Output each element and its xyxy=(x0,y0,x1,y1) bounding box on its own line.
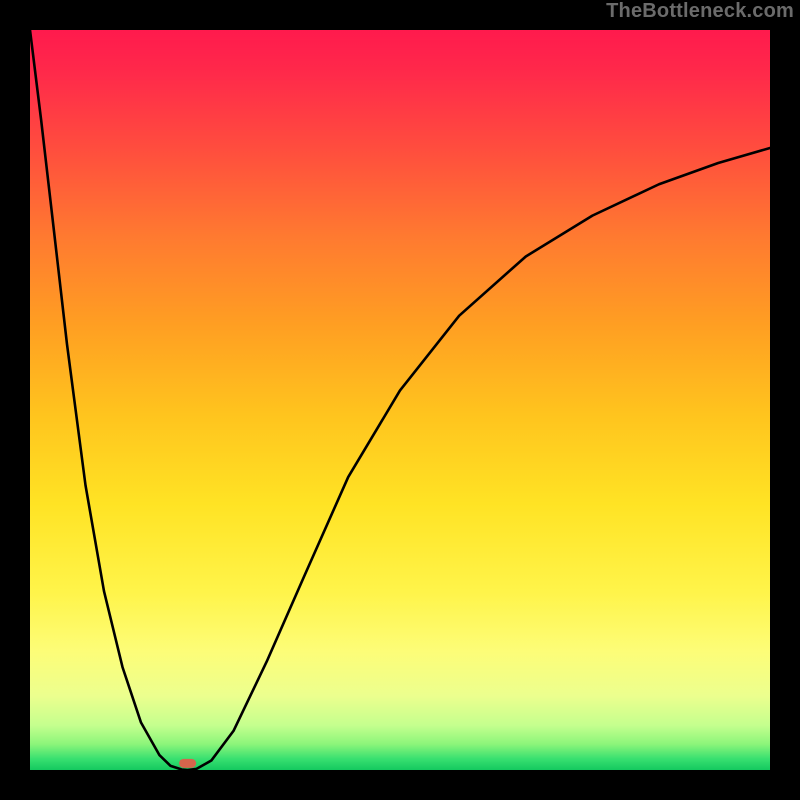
chart-stage: { "watermark": { "text": "TheBottleneck.… xyxy=(0,0,800,800)
bottleneck-chart xyxy=(0,0,800,800)
minimum-marker xyxy=(179,759,196,768)
plot-gradient-background xyxy=(30,30,770,770)
watermark-label: TheBottleneck.com xyxy=(606,0,794,23)
